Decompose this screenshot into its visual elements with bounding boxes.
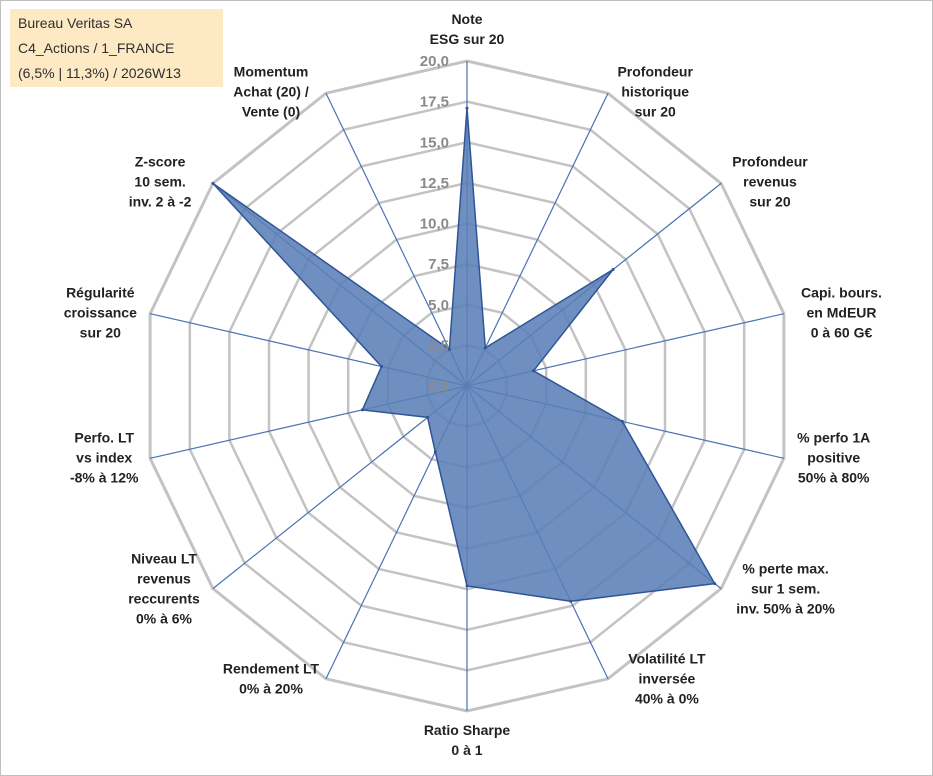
axis-label-3-line-0: Capi. bours.	[801, 285, 882, 301]
axis-label-6-line-0: Volatilité LT	[628, 651, 706, 667]
axis-label-2-line-0: Profondeur	[732, 154, 808, 170]
title-box: Bureau Veritas SA C4_Actions / 1_FRANCE …	[10, 9, 223, 87]
tick-label-8: 20,0	[420, 53, 449, 70]
axis-label-5-line-1: sur 1 sem.	[751, 580, 820, 596]
axis-label-12: Z-score 10 sem. inv. 2 à -2	[129, 154, 192, 210]
data-point-0	[465, 106, 469, 110]
axis-label-6-line-1: inversée	[638, 671, 695, 687]
axis-spoke-9	[212, 385, 468, 590]
axis-label-13-line-2: Vente (0)	[242, 103, 300, 119]
axis-label-3-line-2: 0 à 60 G€	[811, 325, 873, 341]
axis-label-7-line-0: Ratio Sharpe	[424, 722, 511, 738]
tick-label-1: 2,5	[428, 337, 449, 354]
axis-label-2: Profondeur revenus sur 20	[732, 154, 808, 210]
axis-label-4-line-2: 50% à 80%	[798, 470, 870, 486]
axis-label-10-line-2: -8% à 12%	[70, 470, 139, 486]
axis-label-10-line-1: vs index	[76, 450, 132, 466]
data-point-1	[483, 346, 487, 350]
axis-label-4-line-0: % perfo 1A	[797, 430, 870, 446]
title-line-1: Bureau Veritas SA	[18, 15, 133, 31]
axis-label-9-line-3: 0% à 6%	[136, 610, 193, 626]
axis-label-13: Momentum Achat (20) / Vente (0)	[233, 63, 309, 119]
axis-label-12-line-2: inv. 2 à -2	[129, 194, 192, 210]
data-point-13	[447, 347, 451, 351]
tick-label-0: 0,0	[428, 378, 449, 395]
axis-label-1-line-2: sur 20	[635, 103, 676, 119]
data-point-11	[380, 365, 383, 368]
axis-label-10: Perfo. LT vs index -8% à 12%	[70, 430, 139, 486]
axis-label-2-line-1: revenus	[743, 174, 797, 190]
axis-label-3-line-1: en MdEUR	[807, 305, 877, 321]
data-point-7	[465, 584, 469, 588]
tick-label-5: 12,5	[420, 175, 449, 192]
tick-label-6: 15,0	[420, 134, 449, 151]
axis-label-1-line-1: historique	[621, 83, 689, 99]
tick-label-7: 17,5	[420, 94, 449, 111]
axis-label-12-line-1: 10 sem.	[134, 174, 185, 190]
axis-label-6: Volatilité LT inversée 40% à 0%	[628, 651, 706, 707]
axis-spoke-1	[466, 92, 609, 387]
axis-label-8-line-0: Rendement LT	[223, 661, 320, 677]
axis-label-3: Capi. bours. en MdEUR 0 à 60 G€	[801, 285, 882, 341]
axis-label-2-line-2: sur 20	[749, 194, 790, 210]
axis-label-10-line-0: Perfo. LT	[74, 430, 134, 446]
axis-label-6-line-2: 40% à 0%	[635, 691, 699, 707]
data-point-3	[532, 369, 535, 373]
data-point-9	[426, 415, 430, 419]
tick-label-4: 10,0	[420, 216, 449, 233]
data-point-5	[713, 582, 717, 586]
axis-label-11-line-2: sur 20	[80, 325, 121, 341]
axis-label-4-line-1: positive	[807, 450, 860, 466]
axis-label-7-line-1: 0 à 1	[451, 742, 482, 758]
data-point-8	[433, 450, 437, 454]
tick-label-2: 5,0	[428, 297, 449, 314]
axis-label-13-line-1: Achat (20) /	[233, 83, 309, 99]
axis-label-11-line-0: Régularité	[66, 285, 135, 301]
axis-label-0: Note ESG sur 20	[430, 11, 505, 47]
axis-label-9-line-0: Niveau LT	[131, 550, 197, 566]
data-point-6	[569, 599, 573, 603]
data-point-2	[611, 268, 615, 271]
axis-label-0-line-1: ESG sur 20	[430, 31, 505, 47]
axis-label-4: % perfo 1A positive 50% à 80%	[797, 430, 870, 486]
axis-label-1-line-0: Profondeur	[617, 63, 693, 79]
tick-label-3: 7,5	[428, 256, 449, 273]
axis-label-5-line-2: inv. 50% à 20%	[736, 600, 835, 616]
axis-label-5-line-0: % perte max.	[742, 560, 828, 576]
axis-label-11-line-1: croissance	[64, 305, 137, 321]
series-polygon	[212, 107, 716, 602]
axis-label-9-line-2: reccurents	[128, 590, 200, 606]
tick-labels: 0,0 2,5 5,0 7,5 10,0 12,5 15,0 17,5 20,0	[420, 53, 449, 395]
axis-label-1: Profondeur historique sur 20	[617, 63, 693, 119]
axis-label-13-line-0: Momentum	[234, 63, 309, 79]
data-point-12	[211, 181, 215, 185]
axis-labels: Note ESG sur 20 Profondeur historique sur 20…	[64, 11, 882, 758]
axis-spoke-13	[325, 92, 468, 387]
axis-label-8: Rendement LT 0% à 20%	[223, 661, 320, 697]
axis-label-11: Régularité croissance sur 20	[64, 285, 137, 341]
axis-label-0-line-0: Note	[451, 11, 482, 27]
series-area	[211, 106, 717, 603]
axis-label-12-line-0: Z-score	[135, 154, 186, 170]
data-point-4	[620, 419, 624, 423]
axis-label-8-line-1: 0% à 20%	[239, 681, 303, 697]
axis-label-9: Niveau LT revenus reccurents 0% à 6%	[128, 550, 200, 626]
title-line-3: (6,5% | 11,3%) / 2026W13	[18, 65, 181, 81]
axis-label-9-line-1: revenus	[137, 570, 191, 586]
title-line-2: C4_Actions / 1_FRANCE	[18, 40, 175, 56]
axis-label-7: Ratio Sharpe 0 à 1	[424, 722, 511, 758]
data-point-10	[360, 408, 364, 412]
axis-label-5: % perte max. sur 1 sem. inv. 50% à 20%	[736, 560, 835, 616]
